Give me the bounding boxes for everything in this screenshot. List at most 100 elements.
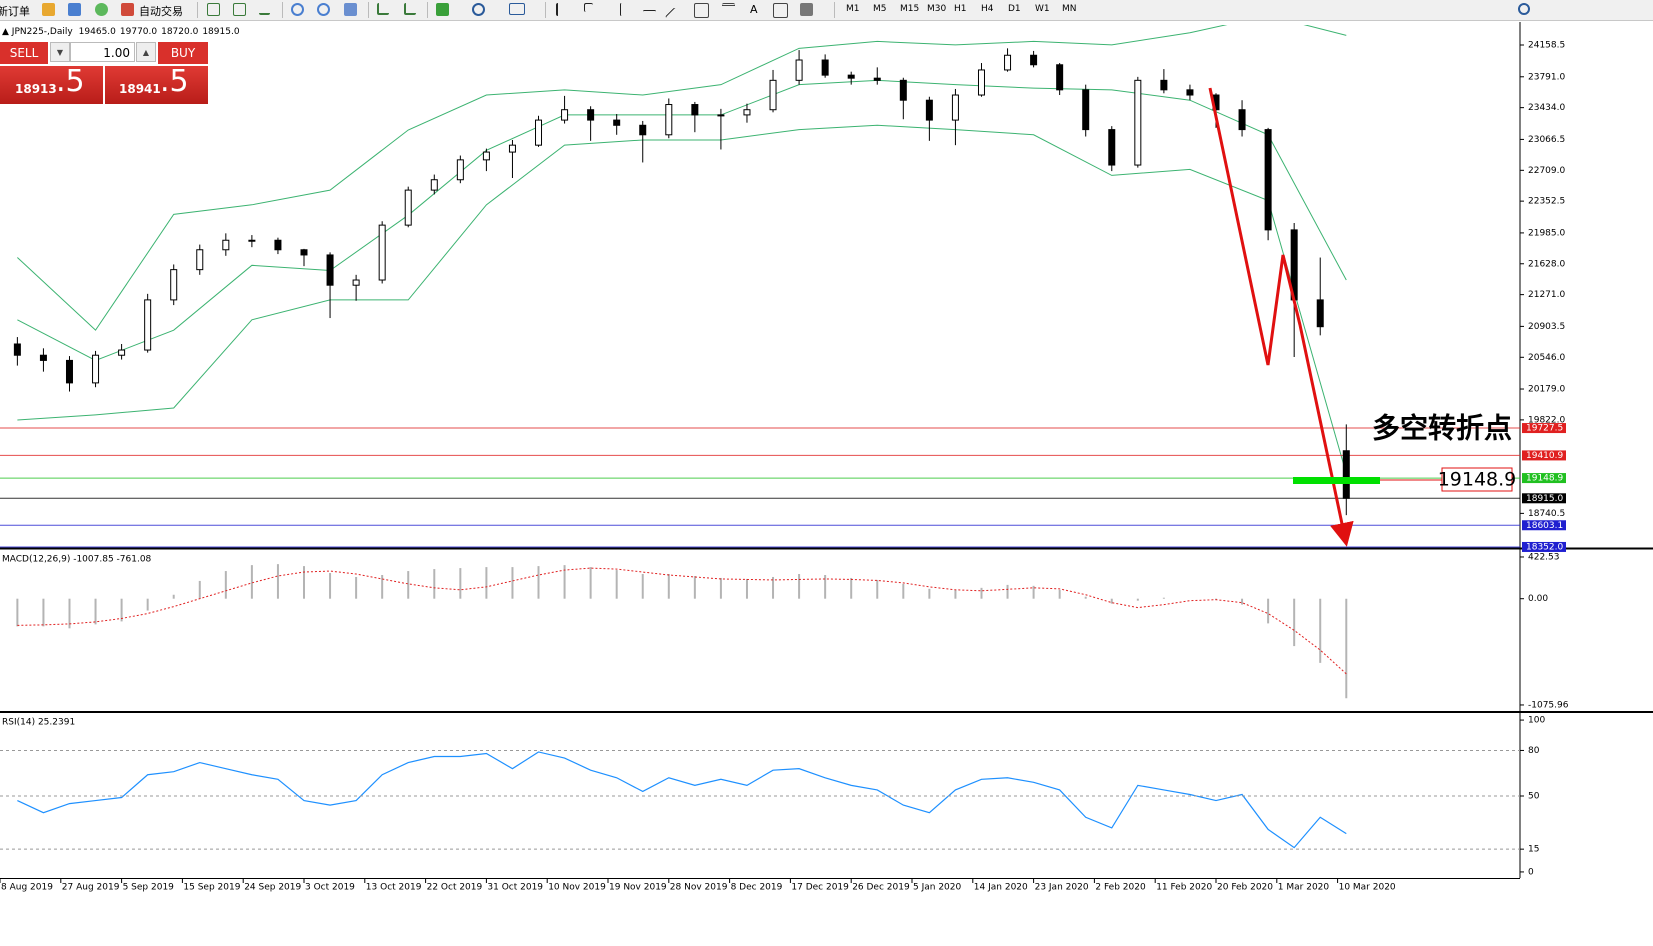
candle-body [1186,89,1194,96]
crosshair-icon[interactable] [584,3,593,12]
candle-chart-icon[interactable] [233,3,246,16]
price-level-label: 18352.0 [1526,542,1563,552]
one-click-trading-panel: SELL ▼ 1.00 ▲ BUY 18913 .5 18941 .5 [0,42,208,104]
auto-trading-icon[interactable] [121,3,134,16]
rsi-line [17,751,1347,849]
x-tick-label: 14 Jan 2020 [974,883,1028,893]
fibo-icon[interactable] [722,3,735,19]
candle-body [795,59,803,81]
x-tick-label: 22 Oct 2019 [427,883,483,893]
plot-area [16,564,1348,699]
text-tool[interactable]: A [750,3,758,16]
timeframe-button[interactable]: MN [1062,4,1077,14]
timeframe-button[interactable]: H4 [981,4,994,14]
candle-body [821,59,829,76]
new-order-button[interactable]: 新订单 [0,5,30,18]
candle-body [170,269,178,301]
x-tick-label: 11 Feb 2020 [1156,883,1212,893]
price-level-box [1522,493,1566,504]
candle-body [587,109,595,121]
candle-body [1264,129,1272,231]
candle-body [378,224,386,281]
autoscroll-icon[interactable] [377,3,389,15]
zoom-in-icon[interactable] [291,3,304,16]
x-tick-label: 31 Oct 2019 [487,883,543,893]
line-chart-icon[interactable] [259,3,270,15]
label-tool[interactable] [773,3,788,18]
timeframe-button[interactable]: M15 [900,4,920,14]
vline-icon[interactable] [620,3,623,16]
search-icon[interactable] [1518,3,1530,15]
trend-arrow [1208,87,1354,547]
buy-button[interactable]: BUY [158,42,208,64]
x-tick-label: 10 Mar 2020 [1339,883,1396,893]
candle-body [300,249,308,256]
header-low: 18720.0 [161,27,198,37]
x-tick-label: 20 Feb 2020 [1217,883,1273,893]
zoom-out-icon[interactable] [317,3,330,16]
period-icon[interactable] [472,3,485,16]
buy-price: 18941 [119,82,161,96]
y-tick-label: 21985.0 [1528,228,1565,238]
candle-body [1160,79,1168,91]
y-tick-label: 19822.0 [1528,415,1565,425]
icon[interactable] [68,3,81,16]
candle-body [899,79,907,101]
lot-input[interactable]: 1.00 [70,42,135,62]
candle-body [535,119,543,146]
hline-icon[interactable] [643,10,656,13]
shift-icon[interactable] [404,3,416,15]
icon[interactable] [42,3,55,16]
indicator-icon[interactable] [436,3,449,16]
sell-button[interactable]: SELL [0,42,48,64]
candle-body [769,79,777,111]
timeframe-button[interactable]: M30 [927,4,947,14]
sell-quote[interactable]: 18913 .5 [0,64,103,104]
macd-pane: 422.53 0.00 -1075.96 [16,552,1569,710]
x-tick-label: 13 Oct 2019 [366,883,422,893]
arrows-tool[interactable] [800,3,813,16]
candle-body [430,179,438,191]
candle-body [1342,450,1350,499]
icon[interactable] [95,3,108,16]
pivot-annotation: 多空转折点 [1372,412,1512,445]
candle-body [691,104,699,116]
candle-body [1004,54,1012,71]
timeframe-button[interactable]: W1 [1035,4,1050,14]
candle-body [274,239,282,251]
timeframe-button[interactable]: M5 [873,4,887,14]
tile-icon[interactable] [344,3,357,16]
x-tick-label: 3 Oct 2019 [305,883,355,893]
candle-body [65,359,73,384]
lot-up[interactable]: ▲ [136,42,156,62]
price-level-box [1522,520,1566,531]
buy-quote[interactable]: 18941 .5 [105,64,208,104]
y-tick-label: 20546.0 [1528,353,1565,363]
candle-body [665,104,673,136]
bar-chart-icon[interactable] [207,3,220,16]
candle-body [951,94,959,121]
timeframe-button[interactable]: H1 [954,4,967,14]
x-tick-label: 5 Sep 2019 [123,883,175,893]
candle-body [1108,129,1116,166]
header-close: 18915.0 [202,27,239,37]
timeframe-button[interactable]: D1 [1008,4,1021,14]
candle-body [613,119,621,126]
bollinger-middle [17,79,1347,361]
x-tick-label: 5 Jan 2020 [913,883,961,893]
candle-body [456,159,464,181]
auto-trading-button[interactable]: 自动交易 [139,5,183,18]
cursor-icon[interactable] [556,3,564,16]
timeframe-button[interactable]: M1 [846,4,860,14]
channel-icon[interactable] [694,3,709,18]
candle-body [196,249,204,271]
template-icon[interactable] [509,3,525,15]
y-tick-label: 18740.5 [1528,509,1565,519]
lot-down[interactable]: ▼ [50,42,70,62]
x-tick-label: 15 Sep 2019 [183,883,240,893]
price-callout: 19148.9 [1438,469,1517,491]
price-level-label: 19410.9 [1526,451,1563,461]
y-tick-label: 80 [1528,746,1540,756]
